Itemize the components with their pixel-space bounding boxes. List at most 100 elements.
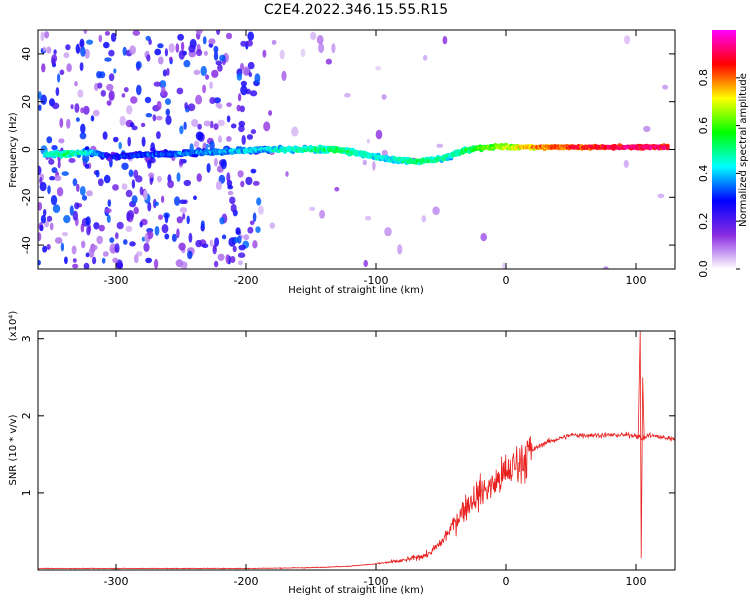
heatmap-noise-cell bbox=[316, 35, 324, 45]
heatmap-noise-cell bbox=[51, 145, 58, 151]
heatmap-noise-cell bbox=[140, 122, 146, 128]
heatmap-noise-cell bbox=[325, 58, 332, 65]
heatmap-noise-cell bbox=[48, 158, 55, 165]
heatmap-noise-cell bbox=[225, 32, 233, 40]
heatmap-noise-cell bbox=[80, 46, 86, 57]
heatmap-noise-cell bbox=[226, 102, 232, 107]
heatmap-noise-cell bbox=[97, 82, 103, 89]
heatmap-noise-cell bbox=[69, 205, 74, 216]
heatmap-noise-cell bbox=[74, 103, 80, 113]
heatmap-noise-cell bbox=[136, 84, 142, 96]
heatmap-noise-cell bbox=[226, 115, 231, 123]
heatmap-noise-cell bbox=[51, 57, 56, 65]
heatmap-noise-cell bbox=[177, 33, 185, 41]
heatmap-noise-cell bbox=[180, 41, 185, 52]
heatmap-noise-cell bbox=[178, 50, 185, 60]
spectrogram-plot bbox=[38, 30, 670, 269]
heatmap-noise-cell bbox=[55, 87, 60, 97]
heatmap-noise-cell bbox=[291, 126, 299, 137]
heatmap-noise-cell bbox=[62, 231, 68, 237]
heatmap-ridge-cell bbox=[665, 146, 670, 151]
heatmap-noise-cell bbox=[134, 254, 139, 264]
heatmap-noise-cell bbox=[164, 233, 170, 240]
heatmap-noise-cell bbox=[171, 233, 177, 242]
heatmap-noise-cell bbox=[432, 206, 440, 215]
heatmap-noise-cell bbox=[106, 83, 114, 91]
heatmap-noise-cell bbox=[624, 35, 631, 45]
heatmap-noise-cell bbox=[372, 161, 376, 171]
heatmap-noise-cell bbox=[183, 121, 187, 130]
heatmap-noise-cell bbox=[248, 72, 253, 78]
heatmap-noise-cell bbox=[95, 169, 100, 178]
heatmap-noise-cell bbox=[187, 250, 193, 260]
heatmap-noise-cell bbox=[103, 174, 111, 184]
heatmap-noise-cell bbox=[384, 227, 392, 237]
heatmap-noise-cell bbox=[250, 168, 257, 174]
heatmap-noise-cell bbox=[196, 173, 202, 182]
heatmap-noise-cell bbox=[68, 158, 76, 163]
heatmap-noise-cell bbox=[232, 245, 237, 253]
heatmap-noise-cell bbox=[255, 226, 261, 234]
heatmap-noise-cell bbox=[193, 69, 201, 76]
heatmap-noise-cell bbox=[126, 105, 133, 115]
heatmap-noise-cell bbox=[152, 114, 157, 122]
heatmap-noise-cell bbox=[80, 107, 85, 114]
colorbar-tick-label: 0.8 bbox=[697, 69, 710, 87]
colorbar-label: Normalized spectral amplitude bbox=[738, 73, 749, 227]
bottom-y-tick-label: 1 bbox=[20, 489, 33, 496]
heatmap-noise-cell bbox=[127, 210, 135, 220]
bottom-x-tick-label: -200 bbox=[234, 575, 259, 588]
heatmap-noise-cell bbox=[237, 235, 242, 244]
heatmap-noise-cell bbox=[215, 180, 222, 191]
heatmap-noise-cell bbox=[176, 216, 183, 224]
heatmap-noise-cell bbox=[129, 241, 136, 247]
heatmap-noise-cell bbox=[72, 258, 77, 263]
heatmap-noise-cell bbox=[66, 118, 71, 129]
heatmap-noise-cell bbox=[319, 209, 326, 219]
heatmap-noise-cell bbox=[91, 244, 98, 251]
heatmap-noise-cell bbox=[247, 226, 254, 234]
heatmap-noise-cell bbox=[93, 109, 100, 117]
heatmap-noise-cell bbox=[57, 160, 61, 169]
heatmap-noise-cell bbox=[188, 232, 193, 243]
heatmap-noise-cell bbox=[230, 256, 236, 263]
heatmap-noise-cell bbox=[113, 68, 117, 74]
heatmap-noise-cell bbox=[155, 115, 163, 121]
heatmap-noise-cell bbox=[195, 239, 203, 248]
heatmap-noise-cell bbox=[175, 259, 184, 268]
heatmap-noise-cell bbox=[219, 54, 226, 62]
heatmap-noise-cell bbox=[83, 30, 88, 34]
heatmap-noise-cell bbox=[74, 202, 80, 210]
heatmap-noise-cell bbox=[179, 125, 184, 135]
colorbar-tick-label: 0.2 bbox=[697, 212, 710, 230]
heatmap-noise-cell bbox=[176, 87, 184, 95]
heatmap-noise-cell bbox=[71, 245, 77, 255]
bottom-x-axis-label: Height of straight line (km) bbox=[288, 585, 424, 596]
heatmap-noise-cell bbox=[182, 213, 186, 220]
heatmap-noise-cell bbox=[145, 257, 153, 264]
heatmap-ridge-cell bbox=[84, 146, 90, 151]
heatmap-noise-cell bbox=[108, 49, 115, 57]
heatmap-noise-cell bbox=[49, 222, 54, 231]
heatmap-noise-cell bbox=[128, 169, 134, 177]
heatmap-noise-cell bbox=[205, 74, 210, 80]
heatmap-noise-cell bbox=[57, 73, 61, 83]
heatmap-noise-cell bbox=[662, 84, 669, 90]
top-x-tick-label: 0 bbox=[503, 274, 510, 287]
heatmap-noise-cell bbox=[158, 214, 163, 220]
heatmap-noise-cell bbox=[258, 205, 264, 215]
colorbar-ticks: 0.0 0.2 0.4 0.6 0.8 bbox=[697, 69, 740, 278]
heatmap-noise-cell bbox=[79, 132, 87, 140]
top-y-axis-label: Frequency (Hz) bbox=[8, 112, 19, 188]
heatmap-noise-cell bbox=[230, 203, 237, 213]
heatmap-noise-cell bbox=[174, 196, 181, 206]
heatmap-noise-cell bbox=[225, 254, 230, 264]
heatmap-noise-cell bbox=[213, 45, 219, 53]
heatmap-noise-cell bbox=[281, 70, 287, 81]
heatmap-noise-cell bbox=[72, 178, 78, 187]
heatmap-noise-cell bbox=[366, 138, 370, 144]
top-x-tick-label: -100 bbox=[364, 274, 389, 287]
heatmap-noise-cell bbox=[247, 31, 254, 41]
heatmap-noise-cell bbox=[397, 244, 403, 255]
